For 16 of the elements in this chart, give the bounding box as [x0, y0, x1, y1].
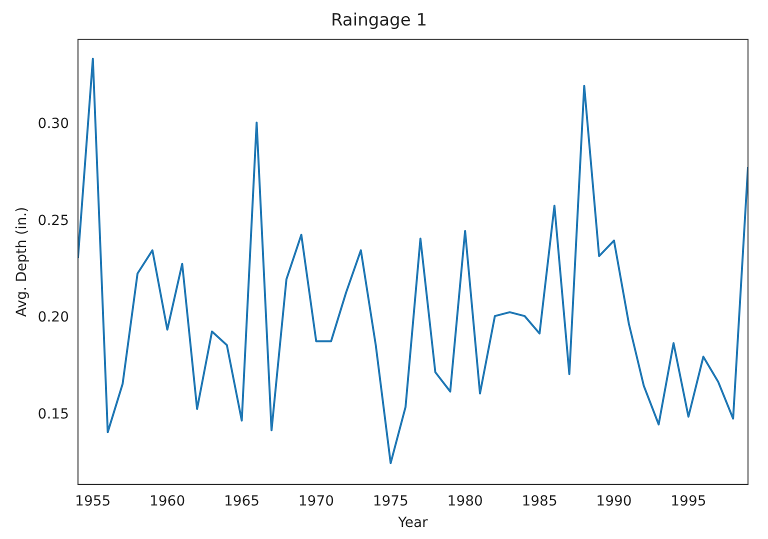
x-tick-label: 1970	[298, 493, 334, 510]
chart-title: Raingage 1	[330, 10, 428, 31]
x-tick-label: 1980	[447, 493, 483, 510]
y-tick-label: 0.20	[38, 310, 69, 326]
y-tick-label: 0.25	[38, 212, 69, 229]
x-tick-label: 1965	[224, 493, 260, 510]
y-tick-label: 0.30	[38, 116, 69, 132]
x-tick-label: 1960	[149, 493, 186, 510]
x-tick-label: 1955	[75, 493, 111, 510]
x-tick-label: 1995	[670, 493, 706, 510]
x-tick-label: 1985	[522, 493, 558, 510]
x-axis-title: Year	[397, 515, 428, 532]
y-axis-title: Avg. Depth (in.)	[14, 206, 30, 317]
x-tick-label: 1975	[372, 493, 408, 510]
y-tick-label: 0.15	[38, 406, 69, 422]
x-tick-label: 1990	[596, 493, 632, 510]
